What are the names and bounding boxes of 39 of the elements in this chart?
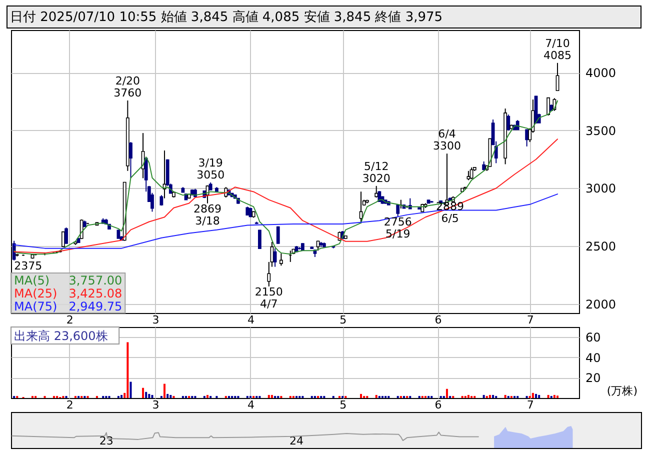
x-tick-label: 24 [290, 434, 304, 448]
annotation: 2869 3/18 [193, 202, 222, 228]
x-tick-label: 5 [340, 398, 347, 412]
x-tick-label: 23 [99, 434, 114, 448]
y-tick-label: 60 [586, 330, 601, 345]
x-tick-label: 7 [526, 314, 534, 326]
y-tick-label: 2000 [586, 297, 616, 312]
x-tick-label: 2 [66, 398, 74, 412]
y-tick-label: 20 [586, 371, 601, 386]
annotation: 2150 4/7 [254, 285, 283, 310]
y-tick-label: 3500 [586, 124, 616, 138]
annotation: 2,949.75 [68, 300, 122, 314]
annotation: 5/12 3020 [362, 160, 390, 185]
text: MA(75) [14, 300, 58, 314]
chart-title: 出来高 23,600株 [14, 329, 108, 343]
chart-title: 日付 2025/07/10 10:55 始値 3,845 高値 4,085 安値 3,845 終値 3,975 [10, 9, 443, 25]
annotation: 3,757.00 [68, 274, 122, 288]
y-tick-label: 3000 [586, 182, 616, 196]
annotation: 3,425.08 [68, 286, 122, 300]
annotation: 6/4 3300 [432, 128, 461, 153]
y-tick-label: 40 [586, 350, 601, 365]
x-tick-label: 7 [526, 398, 534, 412]
x-tick-label: 2 [66, 314, 74, 326]
x-tick-label: 3 [152, 314, 160, 326]
annotation: 7/10 4085 [544, 36, 572, 62]
y-tick-label: 2500 [586, 240, 616, 254]
x-tick-label: 4 [247, 314, 254, 326]
x-tick-label: 4 [247, 398, 254, 412]
annotation: 2375 [14, 259, 42, 272]
text: MA(25) [14, 286, 58, 300]
x-tick-label: 6 [434, 398, 442, 412]
series-label: MA(5) [14, 274, 50, 288]
annotation: 3/19 3050 [196, 156, 225, 182]
annotation: 2/20 3760 [114, 74, 142, 100]
x-tick-label: 6 [434, 314, 442, 326]
x-tick-label: 5 [340, 314, 347, 326]
y-tick-label: 4000 [586, 66, 616, 80]
y-axis-title: (万株) [606, 384, 638, 398]
x-tick-label: 3 [152, 398, 160, 412]
